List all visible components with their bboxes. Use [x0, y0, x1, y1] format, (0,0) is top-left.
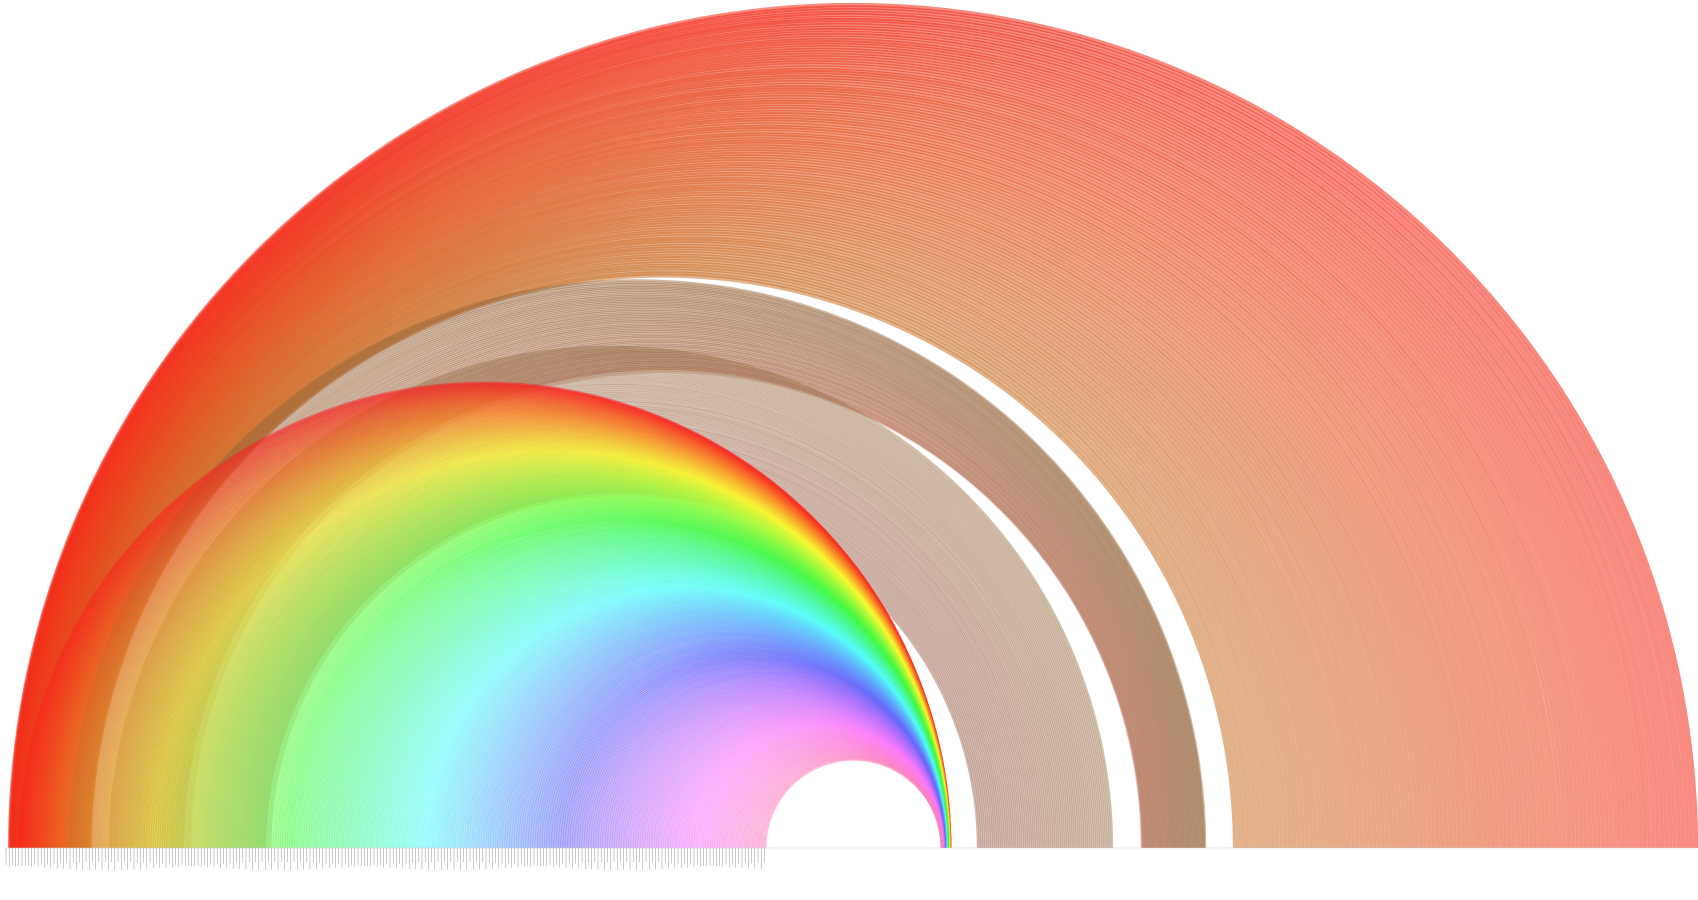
outer-arc	[32, 86, 1559, 849]
baseline-ticks	[5, 847, 1696, 870]
spectrum-arc-bundle	[18, 381, 952, 849]
spectrum-arc	[763, 758, 944, 849]
outer-arc	[43, 125, 1491, 849]
outer-arc	[18, 40, 1635, 849]
outer-arc	[54, 162, 1428, 849]
outer-arc	[8, 5, 1694, 849]
outer-arc	[21, 48, 1622, 849]
